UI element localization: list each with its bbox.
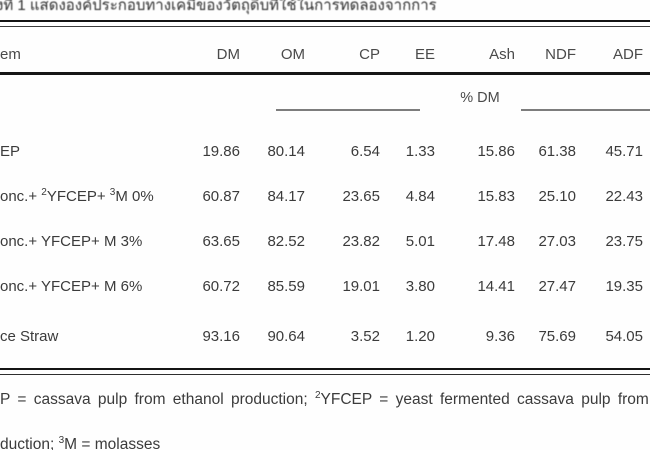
table-row: EP 19.86 80.14 6.54 1.33 15.86 61.38 45.…	[0, 143, 643, 160]
superscript-2: 2	[314, 391, 321, 401]
cell-adf: 54.05	[605, 328, 643, 345]
superscript-3: 3	[109, 187, 116, 198]
column-header-ash: Ash	[489, 46, 515, 63]
row-label-text: M 0%	[115, 188, 154, 205]
cell-om: 84.17	[267, 188, 305, 205]
unit-rule-right	[521, 109, 650, 111]
table-header-row: em DM OM CP EE Ash NDF ADF	[0, 46, 643, 63]
column-header-ee: EE	[414, 46, 435, 63]
footnote-text: M = molasses	[64, 436, 161, 450]
cell-om: 82.52	[267, 233, 305, 250]
column-header-cp: CP	[359, 46, 380, 63]
cell-om: 85.59	[267, 278, 305, 295]
cell-ndf: 75.69	[538, 328, 576, 345]
row-label-text: YFCEP+	[46, 188, 110, 205]
table-caption-thai: งที่ 1 แสดงองค์ประกอบทางเคมีของวัตถุดิบท…	[0, 0, 436, 14]
cell-ee: 5.01	[405, 233, 435, 250]
cell-ndf: 25.10	[538, 188, 576, 205]
cell-ndf: 27.03	[538, 233, 576, 250]
cell-dm: 60.87	[202, 188, 240, 205]
cell-ee: 4.84	[405, 188, 435, 205]
bottom-double-rule	[0, 368, 650, 375]
row-label: onc.+ YFCEP+ M 3%	[0, 233, 143, 250]
footnote-line-1: P = cassava pulp from ethanol production…	[0, 391, 650, 409]
superscript-2: 2	[41, 187, 47, 198]
cell-ndf: 27.47	[538, 278, 576, 295]
table-row: onc.+ YFCEP+ M 6% 60.72 85.59 19.01 3.80…	[0, 278, 643, 295]
cell-om: 90.64	[267, 328, 305, 345]
column-header-adf: ADF	[613, 46, 643, 63]
cell-adf: 45.71	[605, 143, 643, 160]
unit-rule-left	[276, 109, 420, 111]
cell-cp: 19.01	[342, 278, 380, 295]
cell-ee: 3.80	[405, 278, 435, 295]
footnote-text: P = cassava pulp from ethanol production…	[0, 391, 315, 408]
row-label-text: onc.+	[0, 188, 42, 205]
table-row: onc.+ YFCEP+ M 3% 63.65 82.52 23.82 5.01…	[0, 233, 643, 250]
column-header-ndf: NDF	[545, 46, 576, 63]
row-label: ce Straw	[0, 328, 59, 345]
cell-cp: 23.65	[342, 188, 380, 205]
cell-dm: 60.72	[202, 278, 240, 295]
column-header-om: OM	[280, 46, 305, 63]
footnote-text: duction;	[0, 436, 59, 450]
cell-ash: 17.48	[477, 233, 515, 250]
cell-om: 80.14	[267, 143, 305, 160]
table-row: onc.+ 2YFCEP+ 3M 0% 60.87 84.17 23.65 4.…	[0, 187, 643, 205]
header-rule	[0, 72, 650, 75]
superscript-3: 3	[58, 435, 65, 446]
cell-adf: 22.43	[605, 188, 643, 205]
cell-ee: 1.33	[405, 143, 435, 160]
cell-ash: 14.41	[477, 278, 515, 295]
cell-dm: 93.16	[202, 328, 240, 345]
cell-ash: 15.86	[477, 143, 515, 160]
footnote-text: YFCEP = yeast fermented cassava pulp fro…	[320, 391, 650, 408]
cell-ash: 15.83	[477, 188, 515, 205]
column-header-item: em	[0, 46, 21, 63]
row-label: onc.+ 2YFCEP+ 3M 0%	[0, 187, 165, 205]
row-label: EP	[0, 143, 21, 160]
row-label: onc.+ YFCEP+ M 6%	[0, 278, 143, 295]
cell-adf: 23.75	[605, 233, 643, 250]
top-double-rule	[0, 20, 650, 27]
cell-adf: 19.35	[605, 278, 643, 295]
cell-cp: 3.52	[350, 328, 380, 345]
footnote-line-2: duction; 3M = molasses	[0, 435, 650, 450]
cell-cp: 6.54	[350, 143, 380, 160]
cell-ash: 9.36	[485, 328, 515, 345]
table-row: ce Straw 93.16 90.64 3.52 1.20 9.36 75.6…	[0, 328, 643, 345]
cell-ndf: 61.38	[538, 143, 576, 160]
unit-label-percent-dm: % DM	[460, 90, 500, 106]
cell-ee: 1.20	[405, 328, 435, 345]
cell-dm: 19.86	[202, 143, 240, 160]
column-header-dm: DM	[216, 46, 240, 63]
cell-cp: 23.82	[342, 233, 380, 250]
cell-dm: 63.65	[202, 233, 240, 250]
